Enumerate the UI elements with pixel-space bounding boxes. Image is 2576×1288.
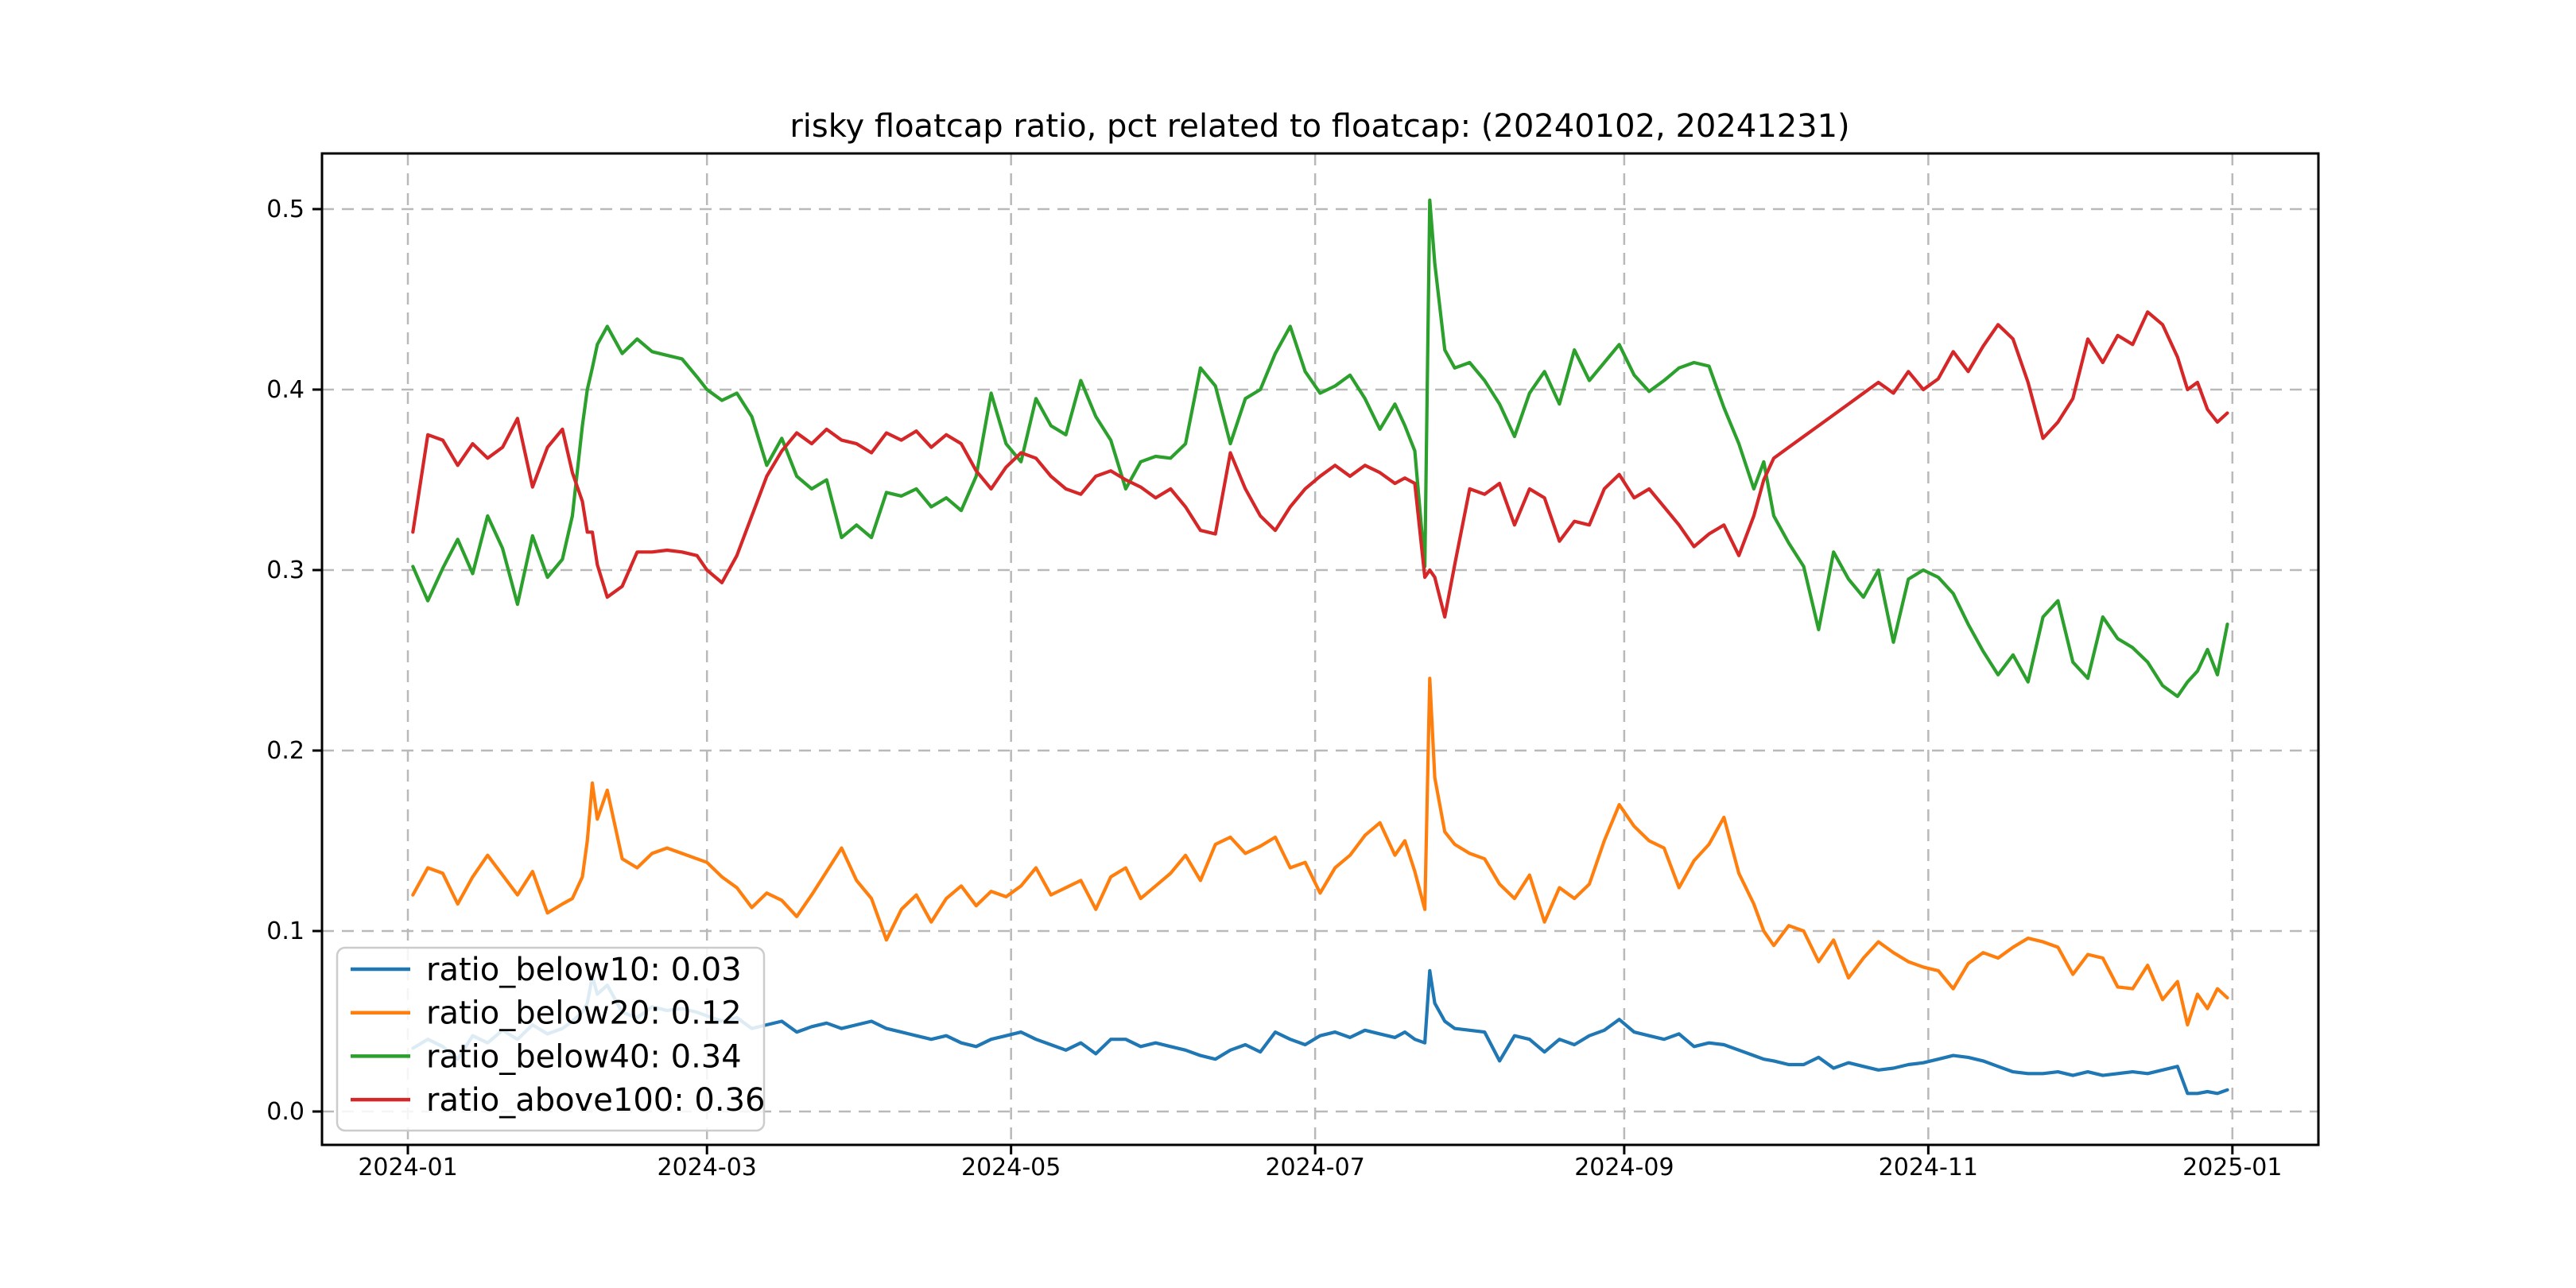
- x-axis-tick-label: 2024-03: [658, 1154, 757, 1181]
- legend-label-ratio_above100: ratio_above100: 0.36: [426, 1082, 765, 1119]
- series-line-ratio_below40: [411, 198, 2229, 699]
- x-axis-tick-label: 2024-05: [961, 1154, 1061, 1181]
- axis-ticks: [312, 208, 2234, 1154]
- y-axis-tick-label: 0.4: [266, 376, 305, 404]
- x-axis-tick-label: 2024-01: [358, 1154, 457, 1181]
- legend-label-ratio_below40: ratio_below40: 0.34: [426, 1038, 742, 1075]
- legend-label-ratio_below20: ratio_below20: 0.12: [426, 995, 742, 1032]
- chart-title: risky floatcap ratio, pct related to flo…: [789, 108, 1849, 145]
- x-axis-tick-label: 2024-11: [1879, 1154, 1978, 1181]
- legend-box: [336, 946, 766, 1132]
- y-axis-tick-label: 0.0: [266, 1098, 305, 1126]
- x-axis-tick-label: 2025-01: [2182, 1154, 2282, 1181]
- axis-tick-labels: 0.0 0.1 0.2 0.3 0.4 0.5 2024-01 2024-03 2024-05 2…: [266, 196, 2282, 1181]
- legend: ratio_below10: 0.03 ratio_below20: 0.12 ra…: [336, 946, 766, 1132]
- plot-frame: [320, 152, 2320, 1146]
- y-axis-tick-label: 0.3: [266, 557, 305, 584]
- y-axis-tick-label: 0.2: [266, 737, 305, 765]
- y-axis-tick-label: 0.5: [266, 196, 305, 223]
- y-axis-tick-label: 0.1: [266, 918, 305, 945]
- series-line-ratio_above100: [411, 310, 2229, 619]
- series-line-ratio_below20: [411, 677, 2229, 1027]
- x-axis-tick-label: 2024-07: [1265, 1154, 1364, 1181]
- x-axis-tick-label: 2024-09: [1574, 1154, 1674, 1181]
- legend-label-ratio_below10: ratio_below10: 0.03: [426, 952, 742, 988]
